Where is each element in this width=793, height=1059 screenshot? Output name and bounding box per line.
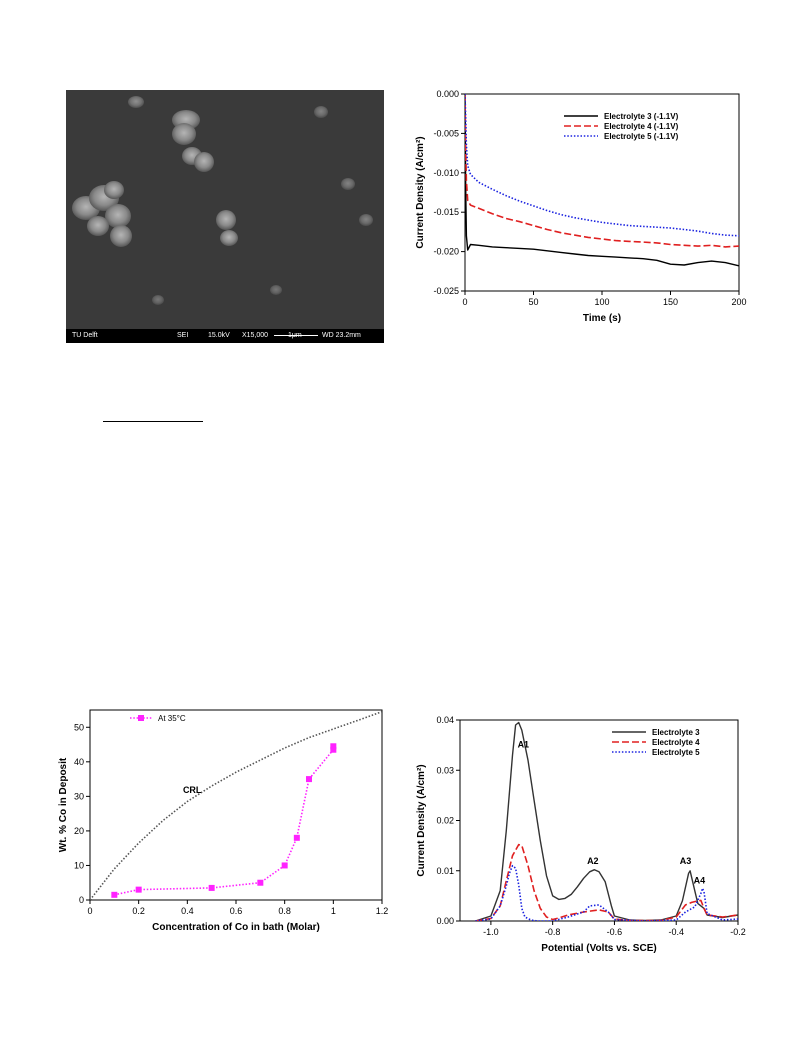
y-axis-label: Wt. % Co in Deposit	[58, 757, 69, 852]
annotation-label: A2	[587, 856, 599, 866]
plot-area	[465, 94, 739, 267]
x-tick-label: 0	[87, 906, 92, 916]
x-tick-label: 0.4	[181, 906, 194, 916]
data-point	[208, 884, 215, 891]
y-tick-label: -0.015	[433, 207, 459, 217]
series-line-electrolyte-4-1-1v-	[465, 94, 739, 248]
y-tick-label: -0.010	[433, 168, 459, 178]
y-tick-label: 50	[74, 722, 84, 732]
x-tick-label: -1.0	[483, 927, 499, 937]
sem-scale-label: 1μm	[288, 332, 302, 339]
data-point	[293, 834, 300, 841]
x-tick-label: 1.2	[376, 906, 389, 916]
sem-working-distance-label: WD 23.2mm	[322, 332, 361, 339]
composition-chart: 0 0.2 0.4 0.6 0.8 1 1.2 0 10 20 30 40 50 Concentratio…	[58, 709, 389, 933]
y-tick-label: 0.000	[436, 89, 459, 99]
section-rule	[103, 421, 203, 422]
x-axis-label: Concentration of Co in bath (Molar)	[152, 922, 320, 933]
series-line-at-35-c	[114, 746, 335, 896]
annotation-label: A1	[518, 740, 530, 750]
plot-frame	[464, 93, 740, 292]
chronoamperometry-chart: 0 50 100 150 200 0.000 -0.005 -0.010 -0.015 -0.02…	[415, 89, 747, 324]
sem-scale-bar	[274, 331, 318, 336]
sem-texture	[66, 90, 384, 329]
legend-label: Electrolyte 5	[652, 748, 700, 757]
x-axis-label: Time (s)	[583, 313, 621, 324]
y-tick-label: -0.025	[433, 286, 459, 296]
annotation-label: A3	[680, 856, 692, 866]
series-line-electrolyte-3-1-1v-	[465, 94, 739, 267]
legend-label: Electrolyte 3 (-1.1V)	[604, 112, 679, 121]
y-tick-label: 40	[74, 757, 84, 767]
series-line-electrolyte-3	[475, 721, 738, 921]
legend-label: Electrolyte 4 (-1.1V)	[604, 122, 679, 131]
y-tick-label: 0.03	[436, 765, 454, 775]
data-point	[330, 746, 337, 753]
sem-micrograph: TU Delft SEI 15.0kV X15,000 1μm WD 23.2m…	[66, 90, 384, 343]
y-tick-label: 30	[74, 791, 84, 801]
y-tick-label: -0.020	[433, 247, 459, 257]
y-tick-label: 0.01	[436, 866, 454, 876]
y-tick-label: 0.04	[436, 715, 454, 725]
x-tick-label: -0.6	[607, 927, 623, 937]
y-tick-label: 0.02	[436, 816, 454, 826]
data-point	[257, 879, 264, 886]
x-tick-label: -0.2	[730, 927, 746, 937]
series-line-electrolyte-5	[475, 864, 738, 921]
sem-magnification-label: X15,000	[242, 332, 269, 339]
x-tick-label: 0	[462, 297, 467, 307]
x-axis-label: Potential (Volts vs. SCE)	[541, 943, 656, 954]
plot-area	[90, 710, 382, 900]
annotation-label: CRL	[183, 785, 202, 795]
series-line-electrolyte-5-1-1v-	[465, 94, 739, 237]
y-axis-label: Current Density (A/cm²)	[415, 136, 426, 248]
x-tick-label: 200	[731, 297, 746, 307]
x-tick-label: 0.6	[230, 906, 243, 916]
x-tick-label: -0.4	[668, 927, 684, 937]
annotation-label: A4	[694, 875, 706, 885]
legend-label: Electrolyte 3	[652, 728, 700, 737]
data-point	[330, 743, 337, 750]
x-tick-label: 0.2	[132, 906, 145, 916]
x-tick-label: 150	[663, 297, 678, 307]
x-tick-label: 1	[331, 906, 336, 916]
stripping-chart: -1.0 -0.8 -0.6 -0.4 -0.2 0.00 0.01 0.02 0.03 0.04…	[416, 715, 746, 954]
y-tick-label: 10	[74, 860, 84, 870]
legend-label: Electrolyte 4	[652, 738, 700, 747]
x-tick-label: 0.8	[278, 906, 291, 916]
legend-marker	[138, 715, 144, 721]
x-tick-label: 50	[528, 297, 538, 307]
y-tick-label: 0	[79, 895, 84, 905]
legend-label: At 35°C	[158, 714, 186, 723]
sem-lab-label: TU Delft	[72, 332, 98, 339]
sem-voltage-label: 15.0kV	[208, 332, 230, 339]
y-axis-label: Current Density (A/cm²)	[416, 764, 427, 876]
series-line-1	[90, 710, 382, 900]
y-tick-label: 0.00	[436, 916, 454, 926]
plot-frame	[89, 709, 383, 901]
sem-info-bar: TU Delft SEI 15.0kV X15,000 1μm WD 23.2m…	[66, 329, 384, 343]
legend-label: Electrolyte 5 (-1.1V)	[604, 132, 679, 141]
x-tick-label: 100	[594, 297, 609, 307]
y-tick-label: -0.005	[433, 128, 459, 138]
data-point	[281, 862, 288, 869]
y-tick-label: 20	[74, 826, 84, 836]
sem-detector-label: SEI	[177, 332, 189, 339]
data-point	[111, 891, 118, 898]
plot-area	[475, 721, 738, 921]
data-point	[135, 886, 142, 893]
data-point	[306, 776, 312, 783]
x-tick-label: -0.8	[545, 927, 561, 937]
